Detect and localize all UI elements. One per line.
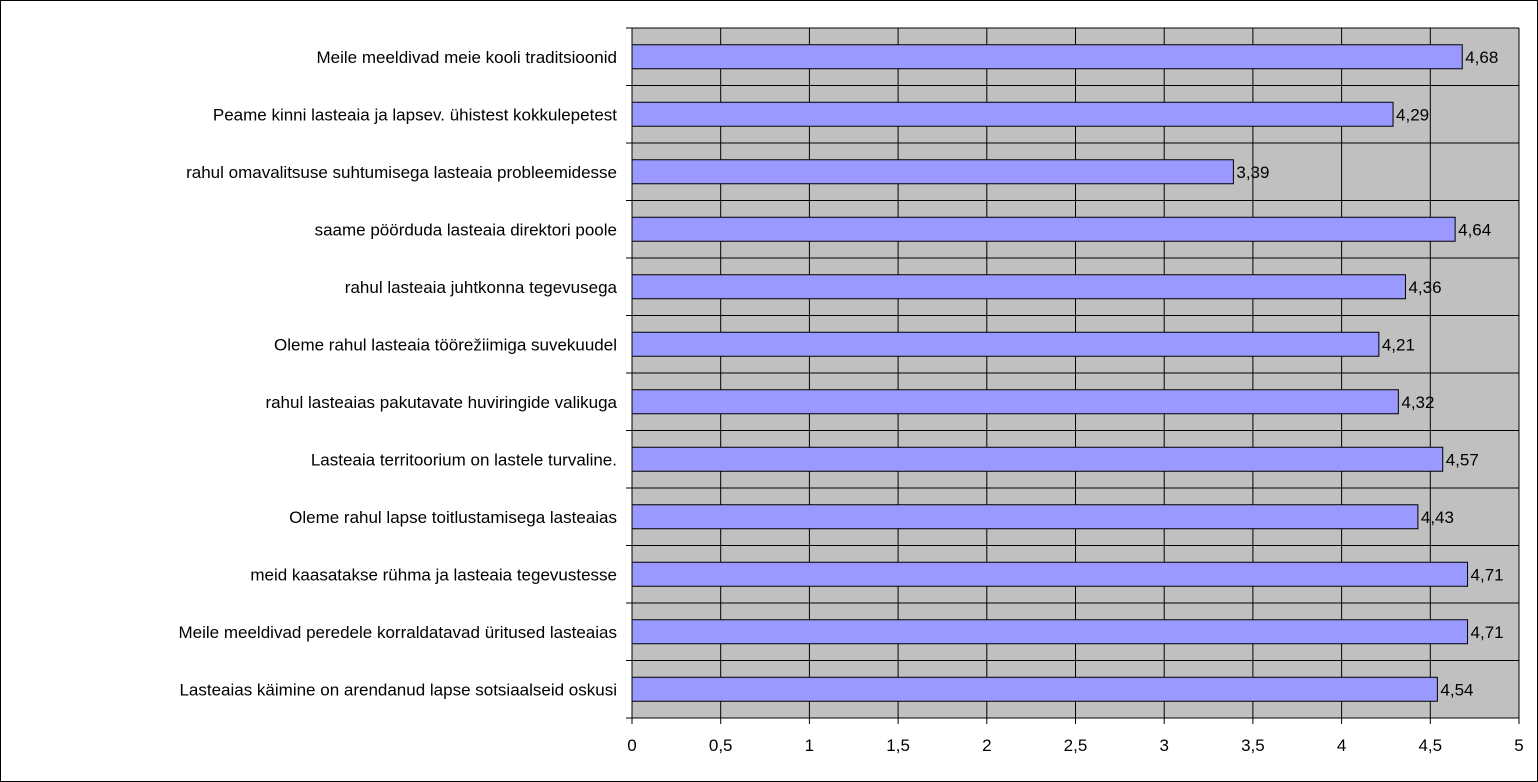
value-label: 4,36: [1408, 278, 1441, 297]
bar: [631, 561, 1469, 587]
bar: [631, 44, 1463, 70]
value-label: 4,57: [1446, 450, 1479, 469]
category-label: rahul lasteaias pakutavate huviringide v…: [265, 393, 617, 412]
x-tick-label: 0,5: [709, 736, 733, 755]
value-label: 4,43: [1421, 508, 1454, 527]
bar: [631, 676, 1438, 702]
category-label: Meile meeldivad peredele korraldatavad ü…: [179, 623, 617, 642]
value-label: 4,71: [1471, 623, 1504, 642]
x-tick-label: 5: [1514, 736, 1523, 755]
category-label: Lasteaia territoorium on lastele turvali…: [311, 450, 617, 469]
value-label: 3,39: [1236, 163, 1269, 182]
value-label: 4,54: [1440, 680, 1473, 699]
category-label: Peame kinni lasteaia ja lapsev. ühistest…: [213, 105, 617, 124]
bar: [631, 101, 1394, 127]
bar: [631, 331, 1380, 357]
bar: [631, 216, 1456, 242]
x-tick-label: 2: [982, 736, 991, 755]
category-label: Meile meeldivad meie kooli traditsioonid: [317, 48, 617, 67]
bar: [631, 504, 1419, 530]
category-label: Oleme rahul lapse toitlustamisega lastea…: [289, 508, 617, 527]
bar: [631, 619, 1469, 645]
value-label: 4,21: [1382, 335, 1415, 354]
value-label: 4,29: [1396, 105, 1429, 124]
x-tick-label: 2,5: [1064, 736, 1088, 755]
value-label: 4,71: [1471, 565, 1504, 584]
category-label: meid kaasatakse rühma ja lasteaia tegevu…: [250, 565, 617, 584]
x-tick-label: 0: [627, 736, 636, 755]
category-label: saame pöörduda lasteaia direktori poole: [315, 220, 617, 239]
bar: [631, 159, 1234, 185]
category-label: Lasteaias käimine on arendanud lapse sot…: [179, 680, 617, 699]
value-label: 4,68: [1465, 48, 1498, 67]
x-tick-label: 4,5: [1418, 736, 1442, 755]
bar: [631, 274, 1406, 300]
category-label: rahul omavalitsuse suhtumisega lasteaia …: [186, 163, 617, 182]
x-tick-label: 3: [1159, 736, 1168, 755]
category-label: rahul lasteaia juhtkonna tegevusega: [345, 278, 618, 297]
x-tick-label: 1: [805, 736, 814, 755]
x-tick-label: 4: [1337, 736, 1346, 755]
bar: [631, 389, 1399, 415]
category-label: Oleme rahul lasteaia töörežiimiga suveku…: [274, 335, 617, 354]
x-tick-label: 1,5: [886, 736, 910, 755]
bar: [631, 446, 1444, 472]
value-label: 4,32: [1401, 393, 1434, 412]
value-label: 4,64: [1458, 220, 1491, 239]
x-tick-label: 3,5: [1241, 736, 1265, 755]
